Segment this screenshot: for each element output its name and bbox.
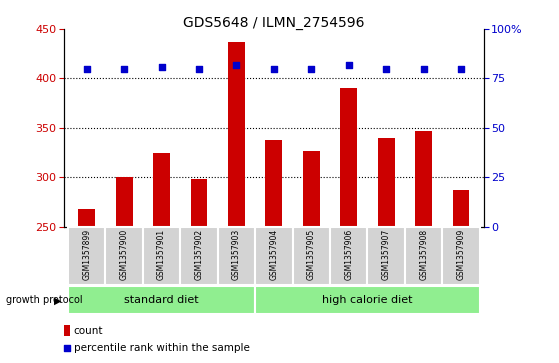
Bar: [68, 286, 255, 314]
Text: percentile rank within the sample: percentile rank within the sample: [74, 343, 250, 353]
Point: [344, 62, 353, 68]
Bar: [153, 153, 170, 227]
Point: [307, 66, 316, 72]
Bar: [378, 138, 395, 227]
Bar: [68, 227, 106, 285]
Text: growth protocol: growth protocol: [6, 295, 82, 305]
Bar: [405, 227, 442, 285]
Bar: [453, 190, 470, 227]
Point: [82, 66, 91, 72]
Text: ▶: ▶: [54, 295, 61, 305]
Text: GSM1357899: GSM1357899: [82, 229, 91, 280]
Text: GSM1357904: GSM1357904: [269, 229, 278, 280]
Text: GSM1357900: GSM1357900: [120, 229, 129, 280]
Text: GSM1357901: GSM1357901: [157, 229, 166, 280]
Point: [63, 345, 72, 351]
Text: GSM1357907: GSM1357907: [382, 229, 391, 280]
Bar: [330, 227, 367, 285]
Bar: [64, 325, 70, 336]
Bar: [303, 151, 320, 227]
Text: GSM1357908: GSM1357908: [419, 229, 428, 280]
Bar: [228, 42, 245, 227]
Text: GSM1357902: GSM1357902: [195, 229, 203, 280]
Point: [195, 66, 203, 72]
Point: [419, 66, 428, 72]
Bar: [367, 227, 405, 285]
Bar: [442, 227, 480, 285]
Text: GSM1357909: GSM1357909: [457, 229, 466, 280]
Text: count: count: [74, 326, 103, 336]
Text: GSM1357906: GSM1357906: [344, 229, 353, 280]
Bar: [255, 286, 480, 314]
Bar: [218, 227, 255, 285]
Point: [120, 66, 129, 72]
Text: standard diet: standard diet: [124, 295, 199, 305]
Point: [382, 66, 391, 72]
Point: [457, 66, 466, 72]
Point: [157, 64, 166, 70]
Bar: [78, 209, 95, 227]
Bar: [191, 179, 207, 227]
Bar: [255, 227, 292, 285]
Text: high calorie diet: high calorie diet: [322, 295, 413, 305]
Bar: [266, 140, 282, 227]
Text: GSM1357903: GSM1357903: [232, 229, 241, 280]
Point: [269, 66, 278, 72]
Bar: [143, 227, 181, 285]
Point: [232, 62, 241, 68]
Bar: [181, 227, 218, 285]
Bar: [116, 178, 132, 227]
Text: GSM1357905: GSM1357905: [307, 229, 316, 280]
Text: GDS5648 / ILMN_2754596: GDS5648 / ILMN_2754596: [183, 16, 364, 30]
Bar: [292, 227, 330, 285]
Bar: [106, 227, 143, 285]
Bar: [340, 88, 357, 227]
Bar: [415, 131, 432, 227]
